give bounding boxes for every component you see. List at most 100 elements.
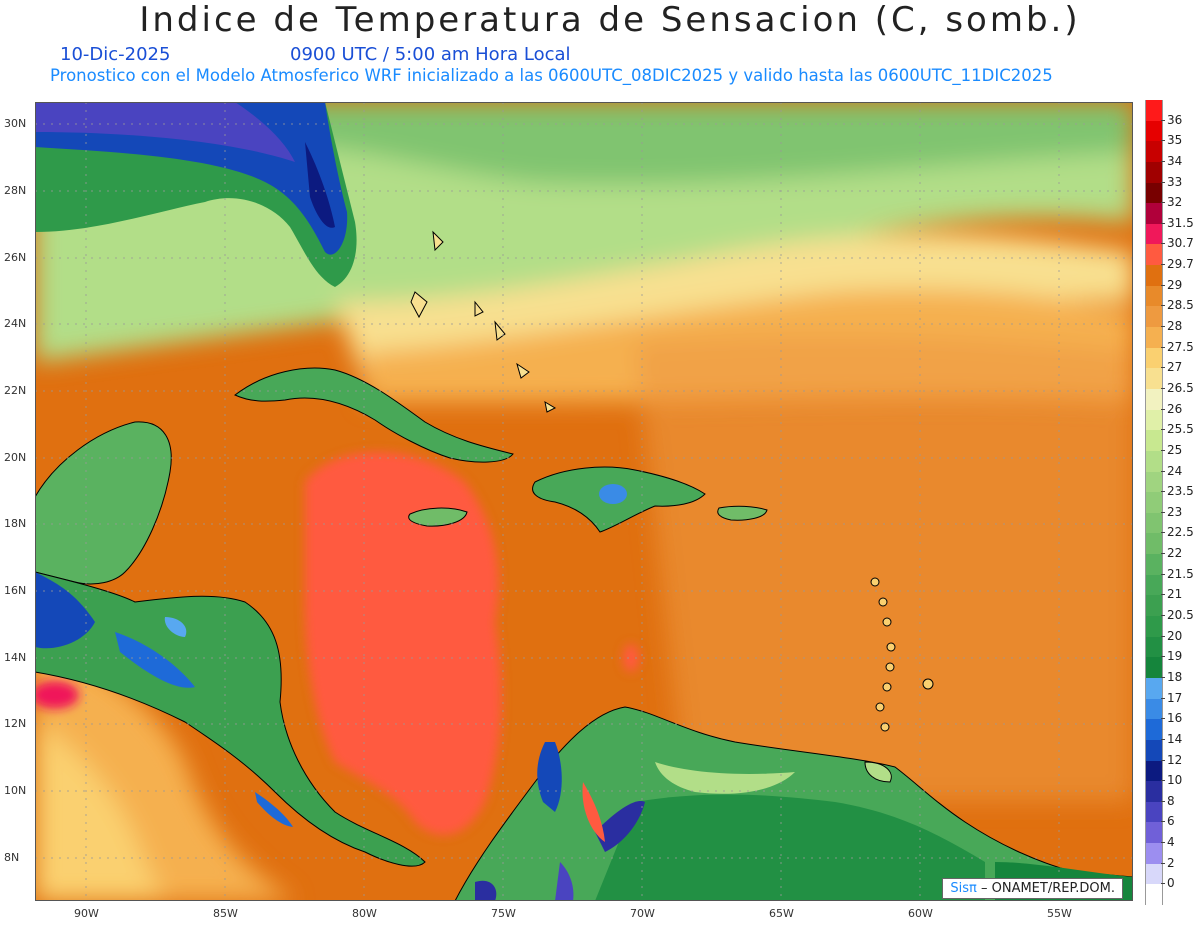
legend-swatch — [1145, 843, 1163, 864]
legend-label: 14 — [1167, 731, 1183, 746]
legend-swatch — [1145, 657, 1163, 678]
map-title: Indice de Temperatura de Sensacion (C, s… — [139, 0, 1081, 40]
legend-swatch — [1145, 182, 1163, 204]
lat-label: 20N — [4, 451, 27, 464]
lat-label: 8N — [4, 851, 20, 864]
legend-entry: 0 — [1145, 863, 1195, 890]
legend-swatch — [1145, 450, 1163, 472]
legend-swatch — [1145, 739, 1163, 761]
legend-swatch — [1145, 863, 1163, 885]
lon-label: 75W — [491, 907, 516, 920]
legend-entry: 16 — [1145, 698, 1195, 725]
legend-label: 30.7 — [1167, 236, 1194, 251]
legend-entry: 34 — [1145, 141, 1195, 168]
legend-tick — [1161, 119, 1165, 121]
bahamas-islands — [410, 230, 557, 413]
legend-swatch — [1145, 306, 1163, 328]
lon-label: 85W — [213, 907, 238, 920]
legend-entry: 20 — [1145, 616, 1195, 643]
legend-label: 19 — [1167, 649, 1183, 664]
legend-tick — [1161, 243, 1165, 245]
legend-tick — [1161, 862, 1165, 864]
lat-label: 30N — [4, 117, 27, 130]
legend-tick — [1161, 387, 1165, 389]
legend-tick — [1161, 718, 1165, 720]
legend-tick — [1161, 264, 1165, 266]
legend-entry: 23 — [1145, 492, 1195, 519]
lon-label: 65W — [769, 907, 794, 920]
puerto-rico-land — [717, 505, 768, 521]
legend-entry: 25 — [1145, 430, 1195, 457]
legend-label: 24 — [1167, 463, 1183, 478]
legend-label: 26 — [1167, 401, 1183, 416]
legend-label: 21.5 — [1167, 566, 1194, 581]
legend-tick — [1161, 346, 1165, 348]
legend-label: 33 — [1167, 174, 1183, 189]
forecast-time: 0900 UTC / 5:00 am Hora Local — [290, 44, 571, 65]
legend-tick — [1161, 738, 1165, 740]
legend-tick — [1161, 222, 1165, 224]
legend-entry: 36 — [1145, 100, 1195, 127]
heat-index-map: Sisπ – ONAMET/REP.DOM. — [35, 102, 1133, 901]
legend-tick — [1161, 181, 1165, 183]
legend-entry: 6 — [1145, 801, 1195, 828]
legend-swatch — [1145, 492, 1163, 513]
legend-entry: 25.5 — [1145, 409, 1195, 436]
legend-label: 23 — [1167, 504, 1183, 519]
legend-swatch — [1145, 512, 1163, 534]
legend-entry: 8 — [1145, 781, 1195, 808]
lon-label: 80W — [352, 907, 377, 920]
legend-entry: 18 — [1145, 657, 1195, 684]
legend-tick — [1161, 821, 1165, 823]
legend-swatch — [1145, 554, 1163, 575]
legend-label: 26.5 — [1167, 380, 1194, 395]
jamaica-land — [408, 507, 468, 527]
map-canvas — [35, 102, 1133, 901]
legend-entry: 22 — [1145, 533, 1195, 560]
lat-label: 22N — [4, 384, 27, 397]
legend-swatch — [1145, 161, 1163, 183]
color-scale-legend: 36 35 34 33 32 31.5 30.7 29.7 29 28.5 28 27.5 27 26.5… — [1145, 100, 1195, 905]
legend-swatch — [1145, 595, 1163, 617]
lesser-antilles — [870, 577, 934, 732]
legend-label: 31.5 — [1167, 215, 1194, 230]
legend-entry: 28.5 — [1145, 285, 1195, 312]
legend-entry: 33 — [1145, 161, 1195, 189]
legend-label: 21 — [1167, 587, 1183, 602]
legend-tick — [1161, 615, 1165, 617]
legend-swatch — [1145, 616, 1163, 637]
pacific-field — [35, 642, 295, 901]
legend-tick — [1161, 491, 1165, 493]
legend-label: 16 — [1167, 711, 1183, 726]
legend-tick — [1161, 305, 1165, 307]
legend-swatch — [1145, 698, 1163, 720]
legend-tick — [1161, 697, 1165, 699]
legend-label: 20 — [1167, 628, 1183, 643]
legend-tick — [1161, 594, 1165, 596]
lon-label: 90W — [74, 907, 99, 920]
legend-entry: 32 — [1145, 182, 1195, 209]
legend-entry: 22.5 — [1145, 512, 1195, 539]
legend-swatch — [1145, 533, 1163, 555]
legend-tick — [1161, 367, 1165, 369]
legend-label: 27.5 — [1167, 339, 1194, 354]
lat-label: 12N — [4, 717, 27, 730]
credit-box: Sisπ – ONAMET/REP.DOM. — [942, 878, 1123, 899]
legend-label: 34 — [1167, 153, 1183, 168]
legend-entry: 2 — [1145, 843, 1195, 870]
legend-tick — [1161, 429, 1165, 431]
legend-swatch — [1145, 203, 1163, 224]
lat-label: 18N — [4, 517, 27, 530]
central-america-land — [35, 421, 426, 867]
lat-label: 28N — [4, 184, 27, 197]
legend-tick — [1161, 676, 1165, 678]
legend-swatch — [1145, 884, 1163, 905]
lon-label: 70W — [630, 907, 655, 920]
lon-label: 55W — [1047, 907, 1072, 920]
warm-core-caribbean — [35, 452, 639, 836]
legend-swatch — [1145, 100, 1163, 121]
legend-tick — [1161, 800, 1165, 802]
south-america-land — [454, 706, 1133, 901]
legend-tick — [1161, 408, 1165, 410]
legend-swatch — [1145, 822, 1163, 844]
